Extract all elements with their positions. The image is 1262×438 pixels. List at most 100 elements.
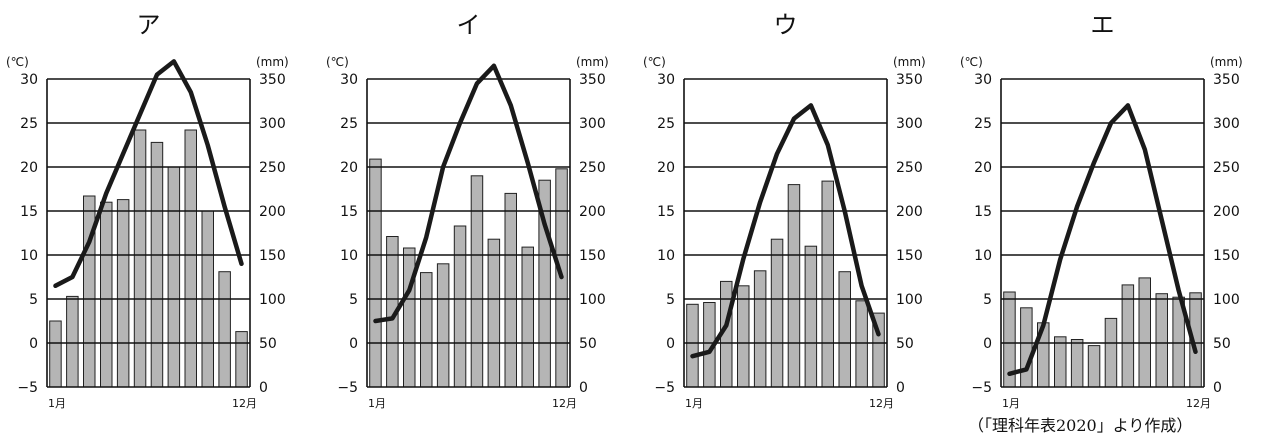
x-last-month-label: 12月 <box>869 397 894 410</box>
precipitation-bar <box>1020 307 1033 388</box>
precipitation-bar <box>235 331 248 388</box>
precipitation-bar <box>100 201 113 388</box>
precipitation-bar <box>369 158 382 388</box>
temperature-tick-label: 30 <box>340 72 358 88</box>
precipitation-tick-label: 350 <box>896 72 923 88</box>
temperature-tick-label: 30 <box>20 72 38 88</box>
temperature-tick-label: −5 <box>17 380 38 396</box>
precipitation-tick-label: 0 <box>896 380 905 396</box>
temperature-tick-label: 10 <box>20 248 38 264</box>
precipitation-tick-label: 350 <box>579 72 606 88</box>
panel-title: ウ <box>774 11 798 39</box>
precipitation-bar <box>116 199 130 388</box>
temperature-tick-label: 0 <box>349 336 358 352</box>
precipitation-tick-label: 100 <box>1213 292 1240 308</box>
panel-title: エ <box>1091 11 1115 39</box>
precipitation-unit-label: (mm) <box>576 55 609 69</box>
temperature-unit-label: (℃) <box>6 55 29 69</box>
precipitation-tick-label: 50 <box>579 336 597 352</box>
precipitation-tick-label: 200 <box>1213 204 1240 220</box>
x-first-month-label: 1月 <box>685 397 703 410</box>
precipitation-tick-label: 350 <box>259 72 286 88</box>
precipitation-tick-label: 300 <box>259 116 286 132</box>
precipitation-bar <box>150 141 164 388</box>
temperature-tick-label: 15 <box>340 204 358 220</box>
precipitation-bar <box>787 184 801 388</box>
precipitation-bar <box>66 295 79 388</box>
temperature-tick-label: 30 <box>657 72 675 88</box>
temperature-tick-label: −5 <box>971 380 992 396</box>
temperature-tick-label: 15 <box>657 204 675 220</box>
temperature-tick-label: 25 <box>340 116 358 132</box>
precipitation-tick-label: 150 <box>259 248 286 264</box>
x-first-month-label: 1月 <box>368 397 386 410</box>
temperature-tick-label: 5 <box>349 292 358 308</box>
precipitation-bar <box>737 285 750 388</box>
precipitation-tick-label: 50 <box>259 336 277 352</box>
precipitation-tick-label: 300 <box>579 116 606 132</box>
source-note: （「理科年表2020」より作成） <box>968 416 1193 435</box>
precipitation-bar <box>167 166 181 388</box>
precipitation-bar <box>521 246 534 388</box>
temperature-tick-label: 0 <box>666 336 675 352</box>
precipitation-bar <box>1138 277 1151 388</box>
temperature-tick-label: 20 <box>340 160 358 176</box>
temperature-tick-label: 0 <box>29 336 38 352</box>
temperature-tick-label: 15 <box>20 204 38 220</box>
precipitation-unit-label: (mm) <box>1210 55 1243 69</box>
precipitation-tick-label: 150 <box>896 248 923 264</box>
precipitation-bar <box>184 129 197 388</box>
temperature-tick-label: 10 <box>340 248 358 264</box>
precipitation-tick-label: 150 <box>579 248 606 264</box>
precipitation-bar <box>1054 336 1067 388</box>
temperature-tick-label: −5 <box>337 380 358 396</box>
temperature-tick-label: 15 <box>974 204 992 220</box>
precipitation-tick-label: 0 <box>1213 380 1222 396</box>
x-first-month-label: 1月 <box>48 397 66 410</box>
x-last-month-label: 12月 <box>232 397 257 410</box>
precipitation-bar <box>821 180 834 388</box>
temperature-tick-label: 10 <box>657 248 675 264</box>
precipitation-bar <box>420 272 433 388</box>
temperature-line <box>373 63 564 324</box>
precipitation-bar <box>686 303 699 388</box>
precipitation-bar <box>1121 284 1135 388</box>
temperature-tick-label: 25 <box>657 116 675 132</box>
precipitation-bar <box>487 238 501 388</box>
precipitation-bar <box>436 263 450 388</box>
precipitation-tick-label: 50 <box>1213 336 1231 352</box>
temperature-line <box>53 59 244 289</box>
precipitation-tick-label: 300 <box>896 116 923 132</box>
precipitation-bar <box>753 270 767 388</box>
precipitation-bar <box>1070 339 1084 388</box>
precipitation-bar <box>453 225 467 388</box>
x-first-month-label: 1月 <box>1002 397 1020 410</box>
temperature-tick-label: 20 <box>657 160 675 176</box>
temperature-unit-label: (℃) <box>643 55 666 69</box>
temperature-tick-label: 20 <box>974 160 992 176</box>
precipitation-bar <box>403 247 416 388</box>
precipitation-bar <box>1104 317 1118 388</box>
temperature-line <box>690 103 881 359</box>
precipitation-bar <box>504 192 517 388</box>
precipitation-bar <box>49 320 62 388</box>
temperature-tick-label: 5 <box>983 292 992 308</box>
temperature-tick-label: 25 <box>20 116 38 132</box>
precipitation-tick-label: 250 <box>259 160 286 176</box>
precipitation-tick-label: 350 <box>1213 72 1240 88</box>
precipitation-tick-label: 250 <box>579 160 606 176</box>
precipitation-bar <box>1155 293 1168 388</box>
precipitation-tick-label: 0 <box>259 380 268 396</box>
precipitation-bar <box>770 238 784 388</box>
precipitation-tick-label: 50 <box>896 336 914 352</box>
precipitation-bar <box>218 271 231 388</box>
temperature-tick-label: 5 <box>29 292 38 308</box>
temperature-tick-label: 0 <box>983 336 992 352</box>
precipitation-bar <box>133 129 147 388</box>
x-last-month-label: 12月 <box>1186 397 1211 410</box>
precipitation-tick-label: 250 <box>896 160 923 176</box>
temperature-tick-label: 10 <box>974 248 992 264</box>
precipitation-tick-label: 100 <box>259 292 286 308</box>
precipitation-bar <box>470 175 484 388</box>
temperature-line <box>1007 103 1198 377</box>
